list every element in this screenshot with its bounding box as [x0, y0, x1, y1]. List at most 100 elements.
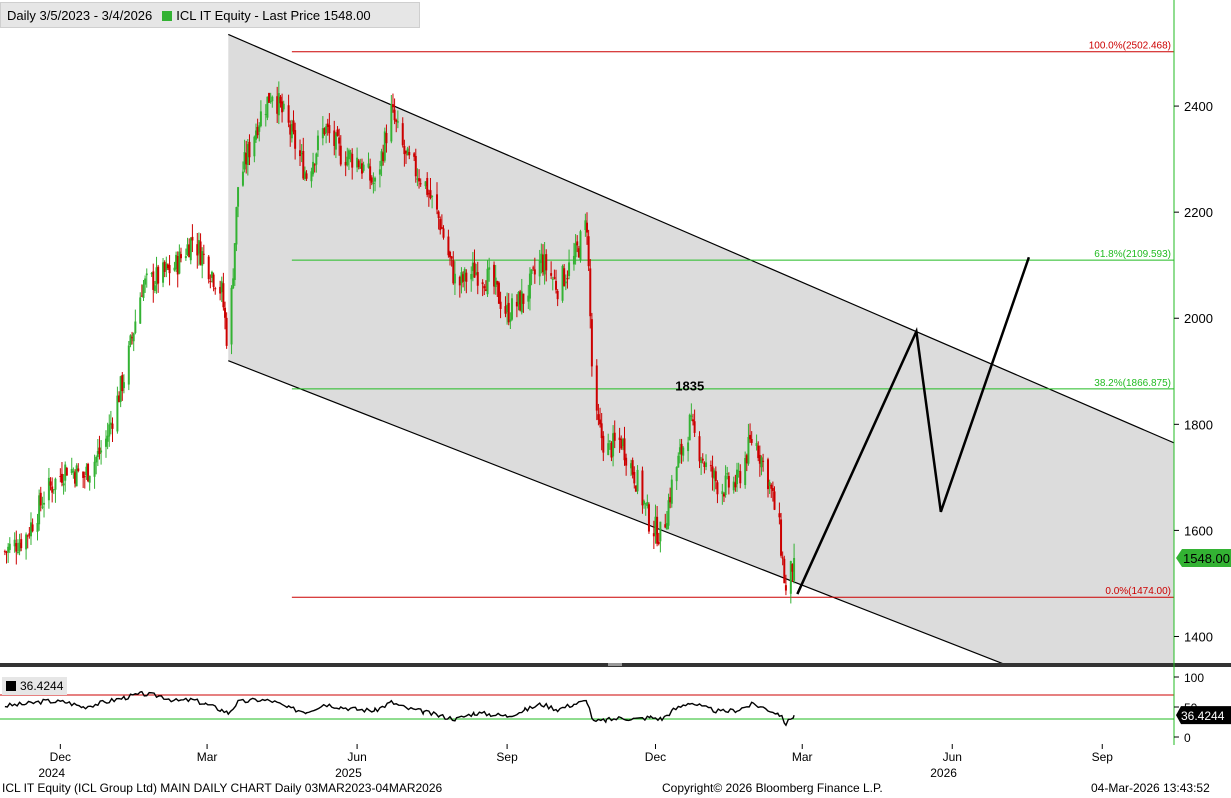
- price-bar: [669, 487, 672, 509]
- rsi-line: [4, 690, 795, 727]
- bar-body: [652, 533, 655, 537]
- bar-body: [346, 156, 349, 166]
- price-bar: [95, 455, 98, 475]
- price-bar: [494, 265, 497, 295]
- bar-body: [279, 96, 282, 104]
- price-bar: [176, 251, 179, 288]
- bar-body: [93, 461, 96, 477]
- bar-body: [163, 261, 166, 272]
- bar-body: [359, 166, 362, 169]
- bar-body: [232, 278, 235, 289]
- bar-body: [378, 169, 381, 175]
- bar-body: [771, 488, 774, 492]
- bar-body: [576, 241, 579, 246]
- price-bar: [449, 250, 452, 266]
- price-bar: [509, 312, 512, 330]
- bar-body: [367, 163, 370, 168]
- footer-timestamp: 04-Mar-2026 13:43:52: [1091, 781, 1210, 795]
- price-bar: [416, 168, 419, 187]
- price-bar: [87, 462, 90, 483]
- price-bar: [533, 257, 536, 284]
- bar-body: [303, 171, 306, 179]
- price-bar: [762, 453, 765, 472]
- price-bar: [545, 249, 548, 282]
- price-bar: [188, 238, 191, 258]
- price-bar: [356, 147, 359, 173]
- price-bar: [709, 460, 712, 472]
- price-bar: [52, 489, 55, 495]
- price-bar: [175, 251, 178, 273]
- bar-body: [333, 130, 336, 146]
- x-tick-label: Jun: [347, 750, 366, 764]
- bar-body: [665, 523, 668, 530]
- price-bar: [781, 551, 784, 566]
- bar-body: [602, 435, 605, 453]
- price-bar: [165, 256, 168, 278]
- bar-body: [122, 382, 125, 389]
- bar-body: [95, 457, 98, 463]
- price-bar: [486, 259, 489, 297]
- bar-body: [357, 160, 360, 168]
- price-bar: [155, 256, 158, 294]
- price-bar: [641, 466, 644, 514]
- price-bar: [618, 427, 621, 453]
- bar-body: [747, 437, 750, 464]
- bar-body: [299, 150, 302, 157]
- bar-body: [360, 163, 363, 174]
- bar-body: [339, 145, 342, 165]
- price-bar: [184, 248, 187, 261]
- bar-body: [406, 148, 409, 156]
- price-bar: [784, 574, 787, 596]
- bar-body: [289, 124, 292, 135]
- bar-body: [243, 152, 246, 170]
- bar-body: [780, 519, 783, 556]
- price-bar: [338, 128, 341, 156]
- price-bar: [429, 178, 432, 200]
- bar-body: [8, 543, 11, 550]
- bar-body: [323, 128, 326, 134]
- bar-body: [157, 266, 160, 284]
- price-bar: [75, 463, 78, 487]
- bar-body: [727, 475, 730, 488]
- annotation-label: 1835: [675, 378, 704, 393]
- price-bar: [347, 148, 350, 171]
- price-bar: [721, 483, 724, 505]
- price-bar: [413, 152, 416, 162]
- bar-body: [347, 150, 350, 160]
- bar-body: [116, 395, 119, 432]
- price-bar: [499, 291, 502, 319]
- bar-body: [184, 256, 187, 259]
- price-bar: [374, 176, 377, 192]
- price-bar: [382, 144, 385, 166]
- price-bar: [406, 146, 409, 156]
- bar-body: [349, 152, 352, 154]
- bar-body: [131, 337, 134, 339]
- bar-body: [162, 262, 165, 283]
- bar-body: [276, 96, 279, 114]
- price-bar: [237, 186, 240, 218]
- price-bar: [727, 472, 730, 495]
- bar-body: [302, 150, 305, 179]
- price-bar: [496, 280, 499, 297]
- price-bar: [127, 340, 130, 391]
- price-bar: [25, 532, 28, 560]
- bar-body: [551, 278, 554, 280]
- bar-body: [618, 437, 621, 440]
- channel-upper-line: [228, 33, 1174, 444]
- price-bar: [362, 161, 365, 173]
- bar-body: [447, 236, 450, 256]
- bar-body: [173, 267, 176, 271]
- bar-body: [483, 286, 486, 289]
- price-bar: [517, 291, 520, 311]
- price-bar: [623, 426, 626, 466]
- price-bar: [576, 235, 579, 253]
- bar-body: [737, 470, 740, 472]
- price-bar: [447, 229, 450, 258]
- bar-body: [144, 278, 147, 285]
- price-bar: [556, 289, 559, 307]
- price-bar: [201, 247, 204, 279]
- price-bar: [431, 195, 434, 209]
- price-bar: [359, 158, 362, 169]
- bar-body: [408, 151, 411, 156]
- bar-body: [462, 274, 465, 282]
